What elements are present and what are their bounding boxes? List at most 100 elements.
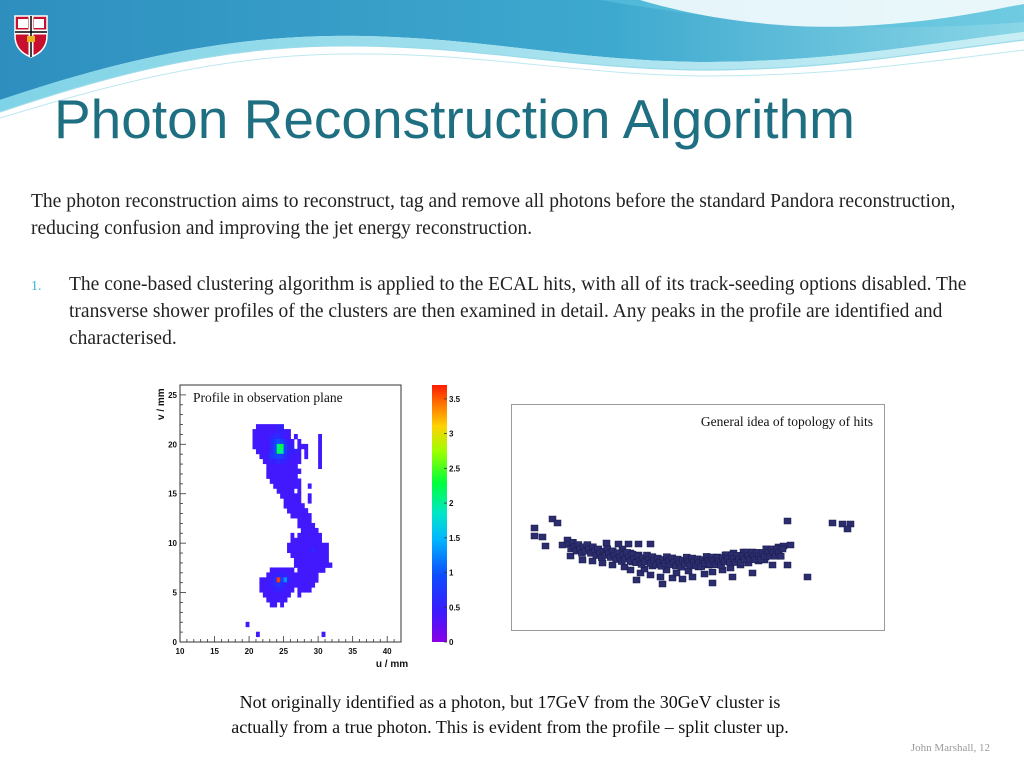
heatmap-cell bbox=[300, 537, 305, 544]
heatmap-cell bbox=[287, 592, 291, 598]
heatmap-cell bbox=[297, 532, 302, 539]
hit-marker bbox=[700, 570, 709, 578]
heatmap-cell bbox=[325, 552, 329, 558]
colorbar-tick-label: 1.5 bbox=[449, 534, 461, 543]
heatmap-cell bbox=[262, 443, 267, 450]
heatmap-cell bbox=[311, 537, 316, 544]
topology-plot-title: General idea of topology of hits bbox=[700, 414, 873, 429]
heatmap-cell bbox=[297, 513, 302, 519]
heatmap-cell bbox=[280, 473, 284, 479]
heatmap-cell bbox=[300, 552, 305, 558]
heatmap-cell bbox=[259, 582, 264, 588]
heatmap-cell bbox=[269, 443, 274, 450]
heatmap-cell bbox=[304, 508, 309, 514]
heatmap-cell bbox=[276, 567, 281, 573]
heatmap-cell bbox=[297, 518, 302, 524]
heatmap-cell bbox=[252, 434, 257, 440]
heatmap-cell bbox=[311, 572, 316, 578]
heatmap-cell bbox=[321, 552, 326, 558]
heatmap-cell bbox=[255, 429, 260, 435]
heatmap-cell bbox=[293, 508, 298, 514]
heatmap-cell bbox=[318, 542, 322, 549]
heatmap-cell bbox=[307, 513, 312, 519]
heatmap-cell bbox=[280, 448, 284, 455]
heatmap-cell bbox=[283, 434, 288, 440]
heatmap-cell bbox=[297, 458, 302, 465]
hit-marker bbox=[843, 525, 852, 533]
heatmap-cell bbox=[318, 537, 322, 544]
heatmap-cell bbox=[283, 498, 288, 504]
heatmap-cell bbox=[318, 552, 322, 558]
heatmap-cell bbox=[276, 478, 281, 484]
heatmap-cell bbox=[297, 537, 302, 544]
heatmap-cell bbox=[280, 592, 284, 598]
hit-marker bbox=[726, 564, 735, 572]
heatmap-cell bbox=[280, 488, 284, 494]
hit-marker bbox=[778, 545, 787, 553]
heatmap-cell bbox=[280, 567, 284, 573]
hit-marker bbox=[538, 533, 547, 541]
heatmap-cell bbox=[290, 503, 295, 509]
heatmap-cell bbox=[273, 602, 278, 608]
heatmap-cell bbox=[300, 577, 305, 583]
heatmap-cell bbox=[290, 473, 295, 479]
heatmap-cell bbox=[276, 473, 281, 479]
heatmap-cell bbox=[318, 448, 322, 455]
heatmap-cell bbox=[290, 478, 295, 484]
heatmap-cell bbox=[297, 587, 302, 593]
hit-marker bbox=[541, 542, 550, 550]
heatmap-colorbar bbox=[432, 385, 447, 642]
heatmap-cell bbox=[287, 493, 291, 499]
heatmap-cell bbox=[297, 547, 302, 554]
heatmap-cell bbox=[276, 453, 281, 460]
heatmap-cell bbox=[283, 488, 288, 494]
heatmap-cell bbox=[269, 424, 274, 430]
heatmap-cell bbox=[290, 542, 295, 549]
heatmap-cell bbox=[297, 443, 302, 450]
heatmap-cell bbox=[280, 572, 284, 578]
y-tick-label: 15 bbox=[168, 490, 177, 499]
heatmap-cell bbox=[276, 458, 281, 465]
hit-marker bbox=[678, 575, 687, 583]
hit-marker bbox=[786, 541, 795, 549]
heatmap-cell bbox=[269, 597, 274, 603]
heatmap-cell bbox=[266, 443, 271, 450]
hit-marker bbox=[624, 540, 633, 548]
hit-marker bbox=[614, 540, 623, 548]
heatmap-cell bbox=[276, 438, 281, 445]
university-crest-logo bbox=[14, 15, 48, 58]
heatmap-cell bbox=[259, 434, 264, 440]
heatmap-cell bbox=[304, 542, 309, 549]
topology-scatter bbox=[530, 515, 855, 588]
heatmap-cell bbox=[273, 597, 278, 603]
hit-marker bbox=[828, 519, 837, 527]
hit-marker bbox=[748, 569, 757, 577]
heatmap-cell bbox=[273, 587, 278, 593]
heatmap-cell bbox=[266, 434, 271, 440]
heatmap-cell bbox=[314, 542, 319, 549]
header-wave-banner bbox=[0, 0, 1024, 119]
heatmap-cell bbox=[311, 582, 316, 588]
heatmap-cell bbox=[280, 434, 284, 440]
heatmap-cell bbox=[276, 592, 281, 598]
heatmap-cell bbox=[276, 483, 281, 489]
heatmap-cell bbox=[280, 429, 284, 435]
intro-paragraph: The photon reconstruction aims to recons… bbox=[31, 191, 956, 239]
hit-marker bbox=[608, 561, 617, 569]
hit-marker bbox=[646, 571, 655, 579]
heatmap-cell bbox=[297, 577, 302, 583]
heatmap-cell bbox=[283, 453, 288, 460]
heatmap-cell bbox=[276, 429, 281, 435]
heatmap-cell bbox=[287, 478, 291, 484]
heatmap-cell bbox=[280, 587, 284, 593]
heatmap-cell bbox=[304, 522, 309, 529]
heatmap-cell bbox=[293, 498, 298, 504]
heatmap-cell bbox=[318, 453, 322, 460]
heatmap-cell bbox=[318, 443, 322, 450]
heatmap-cell bbox=[311, 527, 316, 534]
heatmap-cell bbox=[311, 552, 316, 558]
heatmap-cell bbox=[293, 468, 298, 474]
heatmap-cell bbox=[276, 463, 281, 470]
heatmap-cell bbox=[290, 508, 295, 514]
heatmap-cell bbox=[314, 537, 319, 544]
